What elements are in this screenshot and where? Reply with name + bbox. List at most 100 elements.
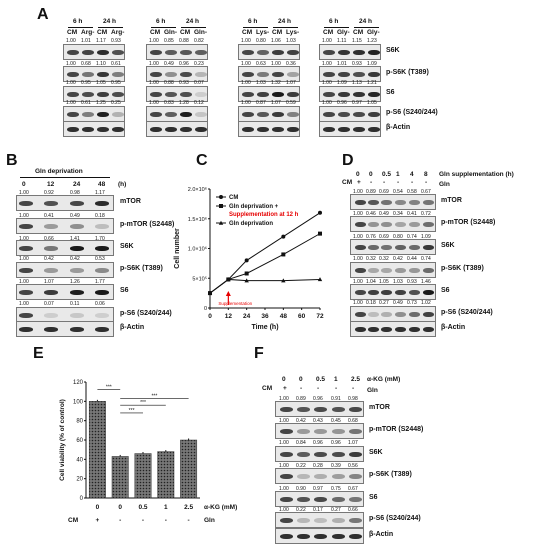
blot-row-label: S6K <box>369 449 383 456</box>
lane-label: 0 <box>369 171 373 178</box>
data-point <box>244 271 249 276</box>
protein-band <box>348 517 362 523</box>
band-ratio-value: 0.43 <box>313 418 323 424</box>
protein-band <box>165 111 177 117</box>
band-ratio-value: 1.00 <box>279 486 289 492</box>
series-line-1 <box>209 233 321 294</box>
significance-mark: *** <box>140 400 146 406</box>
band-ratio-value: 0.58 <box>407 189 417 195</box>
blot-strip <box>319 121 381 137</box>
protein-band <box>367 326 379 332</box>
significance-mark: *** <box>106 385 112 391</box>
band-ratio-value: 1.00 <box>241 80 251 86</box>
protein-band <box>353 126 365 132</box>
protein-band <box>95 326 109 332</box>
protein-band <box>279 496 293 502</box>
protein-band <box>44 200 58 206</box>
header-underline <box>20 177 110 178</box>
protein-band <box>296 451 310 457</box>
band-ratio-value: 0.41 <box>44 213 54 219</box>
band-ratio-value: 0.27 <box>379 300 389 306</box>
band-ratio-value: 0.91 <box>331 396 341 402</box>
blot-strip <box>16 218 114 234</box>
blot-row-label: S6K <box>386 47 400 54</box>
band-ratio-value: 0.49 <box>164 61 174 67</box>
band-ratio-value: 1.32 <box>271 80 281 86</box>
unit-label: (h) <box>118 181 127 188</box>
band-ratio-value: 1.70 <box>95 236 105 242</box>
band-ratio-value: 1.00 <box>66 100 76 106</box>
protein-band <box>408 326 420 332</box>
band-ratio-value: 1.46 <box>421 279 431 285</box>
protein-band <box>331 533 345 539</box>
band-ratio-value: 1.00 <box>149 80 159 86</box>
blot-row-label: p-mTOR (S2448) <box>120 221 175 228</box>
protein-band <box>331 428 345 434</box>
blot-row-label: mTOR <box>369 404 390 411</box>
band-ratio-value: 1.09 <box>337 80 347 86</box>
blot-row-label: β-Actin <box>441 324 466 331</box>
protein-band <box>331 406 345 412</box>
protein-band <box>353 71 365 77</box>
band-ratio-value: 0.22 <box>296 507 306 513</box>
protein-band <box>242 91 254 97</box>
band-ratio-value: 0.85 <box>164 38 174 44</box>
blot-strip <box>319 44 381 60</box>
blot-row-label: β-Actin <box>120 324 145 331</box>
bar <box>157 451 175 499</box>
protein-band <box>112 111 124 117</box>
cm-sign: - <box>397 179 400 186</box>
protein-band <box>394 311 406 317</box>
band-ratio-value: 0.41 <box>407 211 417 217</box>
protein-band <box>82 49 94 55</box>
blot-row-label: p-S6K (T389) <box>386 69 429 76</box>
timepoint-label: 6 h <box>156 18 166 25</box>
band-ratio-value: 1.00 <box>271 61 281 67</box>
band-ratio-value: 0.89 <box>296 396 306 402</box>
band-ratio-value: 1.00 <box>149 38 159 44</box>
protein-band <box>296 496 310 502</box>
protein-band <box>380 221 392 227</box>
blot-strip <box>63 44 125 60</box>
protein-band <box>408 221 420 227</box>
band-ratio-value: 0.93 <box>111 38 121 44</box>
group-underline <box>324 27 349 28</box>
blot-strip <box>350 194 436 210</box>
treatment-header: Gln supplementation (h) <box>439 171 514 178</box>
protein-band <box>150 126 162 132</box>
band-ratio-value: 0.32 <box>366 256 376 262</box>
protein-band <box>368 126 380 132</box>
blot-strip <box>238 121 300 137</box>
annotation-label: Supplementation <box>218 301 252 306</box>
protein-band <box>279 406 293 412</box>
lane-label: Lys- <box>256 29 270 36</box>
protein-band <box>367 244 379 250</box>
protein-band <box>338 111 350 117</box>
protein-band <box>296 428 310 434</box>
band-ratio-value: 1.17 <box>96 38 106 44</box>
band-ratio-value: 1.00 <box>149 100 159 106</box>
band-ratio-value: 0.45 <box>331 418 341 424</box>
band-ratio-value: 1.00 <box>241 100 251 106</box>
protein-band <box>287 126 299 132</box>
band-ratio-value: 0.96 <box>313 440 323 446</box>
blot-strip <box>350 262 436 278</box>
band-ratio-value: 0.49 <box>70 213 80 219</box>
blot-row-label: mTOR <box>120 198 141 205</box>
protein-band <box>242 111 254 117</box>
blot-strip <box>63 86 125 102</box>
protein-band <box>112 71 124 77</box>
blot-strip <box>275 446 364 462</box>
band-ratio-value: 0.25 <box>111 100 121 106</box>
protein-band <box>394 326 406 332</box>
band-ratio-value: 1.00 <box>19 236 29 242</box>
data-point <box>281 278 286 283</box>
protein-band <box>394 199 406 205</box>
band-ratio-value: 0.36 <box>286 61 296 67</box>
y-tick-label: 120 <box>73 380 84 386</box>
band-ratio-value: 0.84 <box>296 440 306 446</box>
y-axis-title: Cell number <box>174 228 181 269</box>
panel-letter-c: C <box>196 152 208 169</box>
blot-strip <box>350 216 436 232</box>
band-ratio-value: 1.00 <box>66 61 76 67</box>
